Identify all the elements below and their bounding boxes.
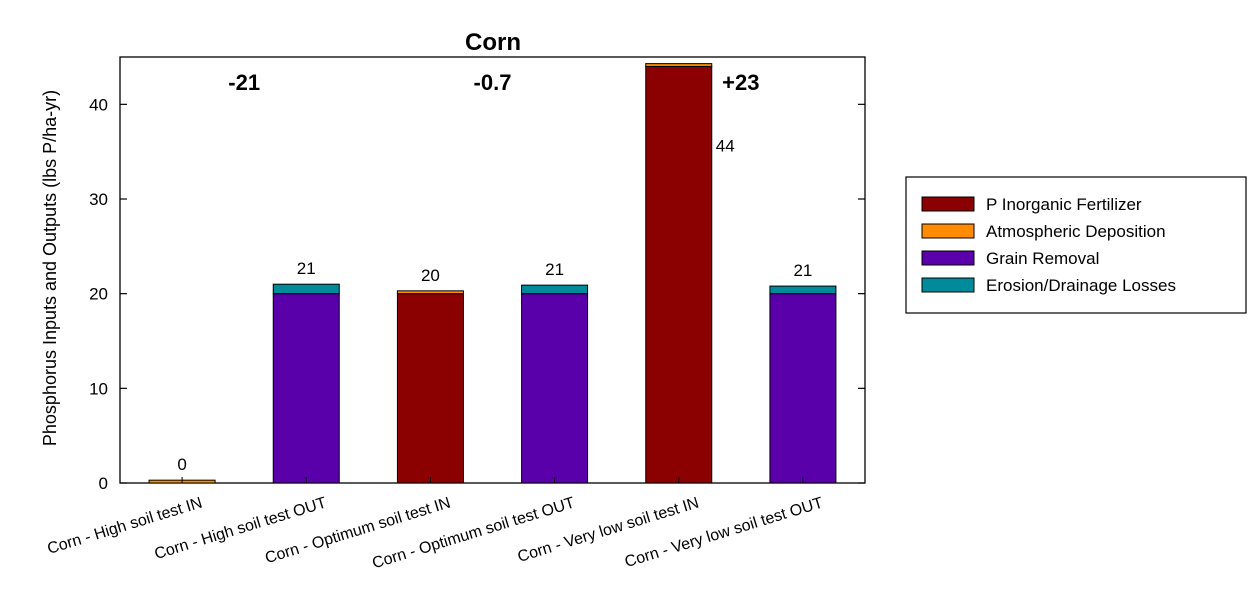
balance-label: -0.7 [474,70,512,95]
legend-label: Erosion/Drainage Losses [986,276,1176,295]
y-tick-label: 0 [99,474,108,493]
bar-segment-p-inorganic-fertilizer [396,293,464,484]
bar-segment-erosion-drainage-losses [769,285,837,295]
y-tick-label: 30 [89,190,108,209]
bar-total-label: 44 [716,137,735,156]
bar-segment-grain-removal [521,293,589,484]
legend-swatch [921,223,975,239]
bar-total-label: 0 [177,455,186,474]
x-tick-label: Corn - Optimum soil test OUT [370,494,577,572]
y-tick-label: 40 [89,95,108,114]
y-axis: 0 10 20 30 40 [89,95,865,493]
bar-segment-p-inorganic-fertilizer [645,65,713,484]
legend-swatch [921,250,975,266]
bars-group [148,63,837,484]
bar-segment-erosion-drainage-losses [521,284,589,295]
balance-label: -21 [228,70,260,95]
bar-segment-atmospheric-deposition [396,290,464,295]
legend-label: P Inorganic Fertilizer [986,195,1142,214]
bar-total-label: 21 [297,259,316,278]
bar-segment-atmospheric-deposition [645,63,713,67]
bar-total-label: 20 [421,266,440,285]
bar-total-label: 21 [793,261,812,280]
y-tick-label: 20 [89,285,108,304]
y-axis-label: Phosphorus Inputs and Outputs (lbs P/ha-… [40,90,60,446]
legend-swatch [921,196,975,212]
chart-title: Corn [465,29,521,56]
y-tick-label: 10 [89,379,108,398]
bar-segment-grain-removal [769,293,837,484]
bar-segment-erosion-drainage-losses [272,283,340,295]
balance-label: +23 [722,70,759,95]
legend-swatch [921,277,975,293]
legend-label: Atmospheric Deposition [986,222,1166,241]
legend: P Inorganic Fertilizer Atmospheric Deposi… [905,176,1247,314]
legend-label: Grain Removal [986,249,1099,268]
plot-area-frame [119,56,866,484]
bar-total-label: 21 [545,260,564,279]
x-tick-label: Corn - Very low soil test OUT [623,494,825,571]
annotations: 0 21 20 21 44 21 -21 -0.7 +23 [177,70,812,474]
bar-segment-grain-removal [272,293,340,484]
